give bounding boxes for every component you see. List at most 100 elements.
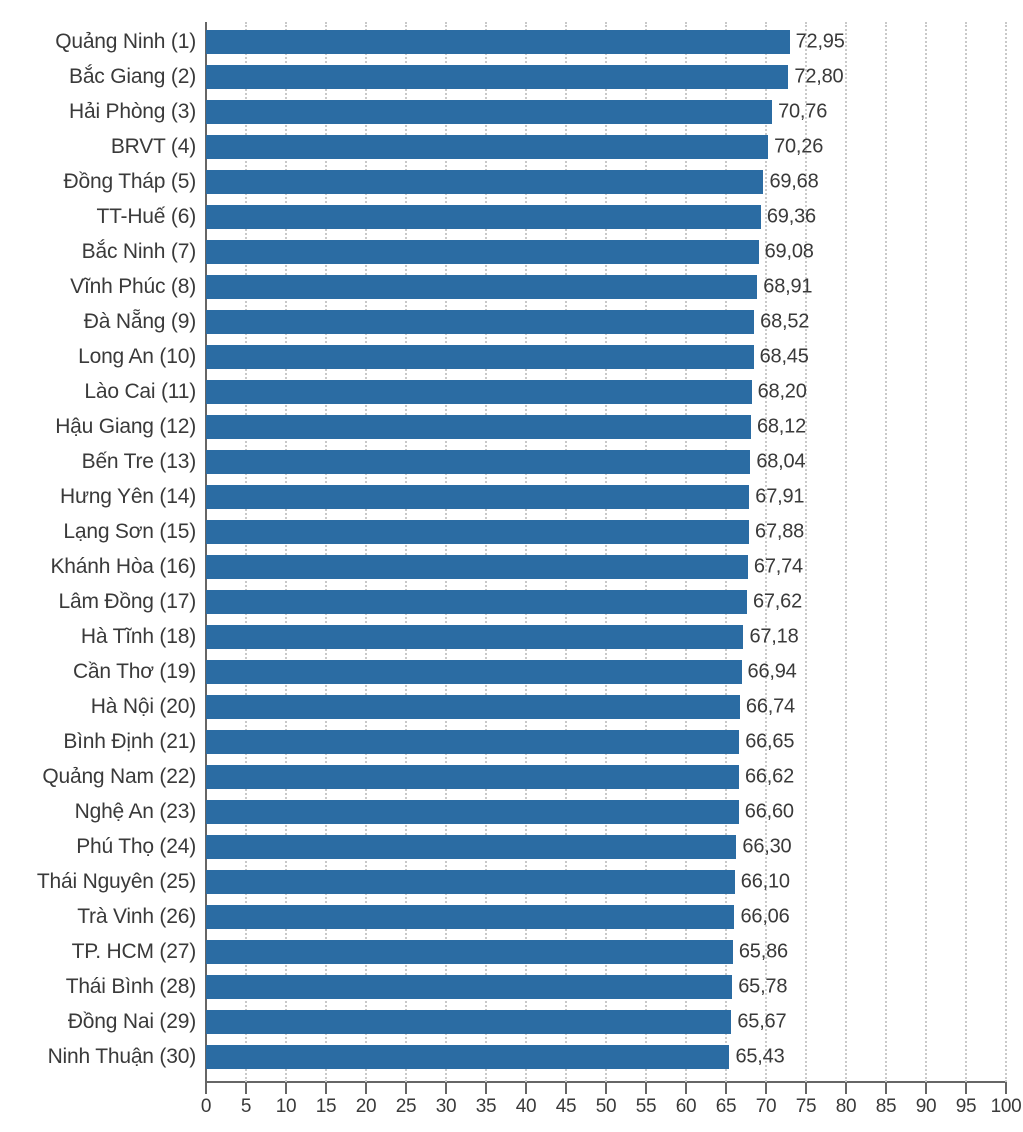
category-name: Quảng Nam (42, 765, 153, 788)
category-label: Lạng Sơn (15) (63, 520, 206, 544)
category-rank: 29 (166, 1010, 189, 1033)
value-label: 66,60 (739, 801, 794, 824)
category-name: Bắc Ninh (82, 240, 166, 263)
bar (206, 1010, 731, 1034)
bar (206, 205, 761, 229)
value-label: 70,76 (772, 101, 827, 124)
category-name: Lâm Đồng (59, 590, 154, 613)
category-label: TT-Huế (6) (96, 205, 206, 229)
value-label: 72,80 (788, 66, 843, 89)
bar (206, 30, 790, 54)
plot-area: 0510152025303540455055606570758085909510… (206, 22, 1006, 1082)
category-label: Khánh Hòa (16) (51, 555, 207, 579)
category-rank: 10 (166, 345, 189, 368)
bar (206, 1045, 729, 1069)
category-name: Nghệ An (75, 800, 154, 823)
x-axis-label: 45 (556, 1096, 577, 1118)
bar (206, 275, 757, 299)
category-name: Cần Thơ (73, 660, 154, 683)
category-name: Hưng Yên (60, 485, 154, 508)
x-tick (365, 1082, 367, 1094)
bar (206, 100, 772, 124)
bar (206, 415, 751, 439)
category-label: BRVT (4) (111, 135, 206, 159)
category-name: TP. HCM (72, 940, 154, 963)
chart-container: 0510152025303540455055606570758085909510… (0, 0, 1023, 1132)
value-label: 66,62 (739, 766, 794, 789)
category-label: Hải Phòng (3) (69, 100, 206, 124)
category-name: Đà Nẵng (84, 310, 165, 333)
value-label: 69,08 (759, 241, 814, 264)
category-name: TT-Huế (96, 205, 165, 228)
x-axis-label: 70 (756, 1096, 777, 1118)
value-label: 69,36 (761, 206, 816, 229)
category-label: Hậu Giang (12) (55, 415, 206, 439)
category-label: Vĩnh Phúc (8) (70, 275, 206, 299)
category-rank: 6 (178, 205, 189, 228)
value-label: 68,20 (752, 381, 807, 404)
x-tick (525, 1082, 527, 1094)
bar (206, 870, 735, 894)
category-name: Hà Tĩnh (81, 625, 154, 648)
x-tick (405, 1082, 407, 1094)
category-rank: 23 (166, 800, 189, 823)
category-label: Đồng Nai (29) (68, 1010, 206, 1034)
category-rank: 24 (166, 835, 189, 858)
category-rank: 16 (166, 555, 189, 578)
category-label: Ninh Thuận (30) (48, 1045, 206, 1069)
gridline (1005, 22, 1007, 1082)
value-label: 72,95 (790, 31, 845, 54)
value-label: 66,65 (739, 731, 794, 754)
bar (206, 135, 768, 159)
x-axis-label: 90 (916, 1096, 937, 1118)
value-label: 65,67 (731, 1011, 786, 1034)
category-label: Hà Nội (20) (91, 695, 206, 719)
category-rank: 12 (166, 415, 189, 438)
category-rank: 5 (178, 170, 189, 193)
x-axis-label: 30 (436, 1096, 457, 1118)
category-rank: 7 (178, 240, 189, 263)
category-label: Long An (10) (78, 345, 206, 369)
category-label: Bình Định (21) (63, 730, 206, 754)
bar (206, 380, 752, 404)
category-label: Đồng Tháp (5) (64, 170, 206, 194)
bar (206, 975, 732, 999)
category-name: Lào Cai (84, 380, 155, 403)
category-rank: 4 (178, 135, 189, 158)
category-rank: 27 (166, 940, 189, 963)
x-axis-label: 95 (956, 1096, 977, 1118)
category-rank: 14 (166, 485, 189, 508)
gridline (925, 22, 927, 1082)
value-label: 69,68 (763, 171, 818, 194)
x-axis-label: 65 (716, 1096, 737, 1118)
category-name: Bến Tre (82, 450, 154, 473)
x-axis-label: 35 (476, 1096, 497, 1118)
category-rank: 25 (166, 870, 189, 893)
x-axis-label: 20 (356, 1096, 377, 1118)
category-label: Quảng Ninh (1) (55, 30, 206, 54)
category-name: Hậu Giang (55, 415, 154, 438)
bar (206, 835, 736, 859)
category-name: Hải Phòng (69, 100, 165, 123)
bar (206, 310, 754, 334)
gridline (845, 22, 847, 1082)
x-tick (245, 1082, 247, 1094)
x-tick (605, 1082, 607, 1094)
category-rank: 26 (166, 905, 189, 928)
value-label: 67,62 (747, 591, 802, 614)
category-rank: 21 (166, 730, 189, 753)
x-tick (645, 1082, 647, 1094)
category-label: TP. HCM (27) (72, 940, 206, 964)
value-label: 65,86 (733, 941, 788, 964)
category-label: Phú Thọ (24) (76, 835, 206, 859)
value-label: 68,52 (754, 311, 809, 334)
bar (206, 520, 749, 544)
category-label: Bắc Giang (2) (69, 65, 206, 89)
category-name: Long An (78, 345, 154, 368)
bar (206, 905, 734, 929)
category-name: Phú Thọ (76, 835, 154, 858)
value-label: 67,18 (743, 626, 798, 649)
category-label: Bến Tre (13) (82, 450, 206, 474)
x-tick (845, 1082, 847, 1094)
x-tick (765, 1082, 767, 1094)
